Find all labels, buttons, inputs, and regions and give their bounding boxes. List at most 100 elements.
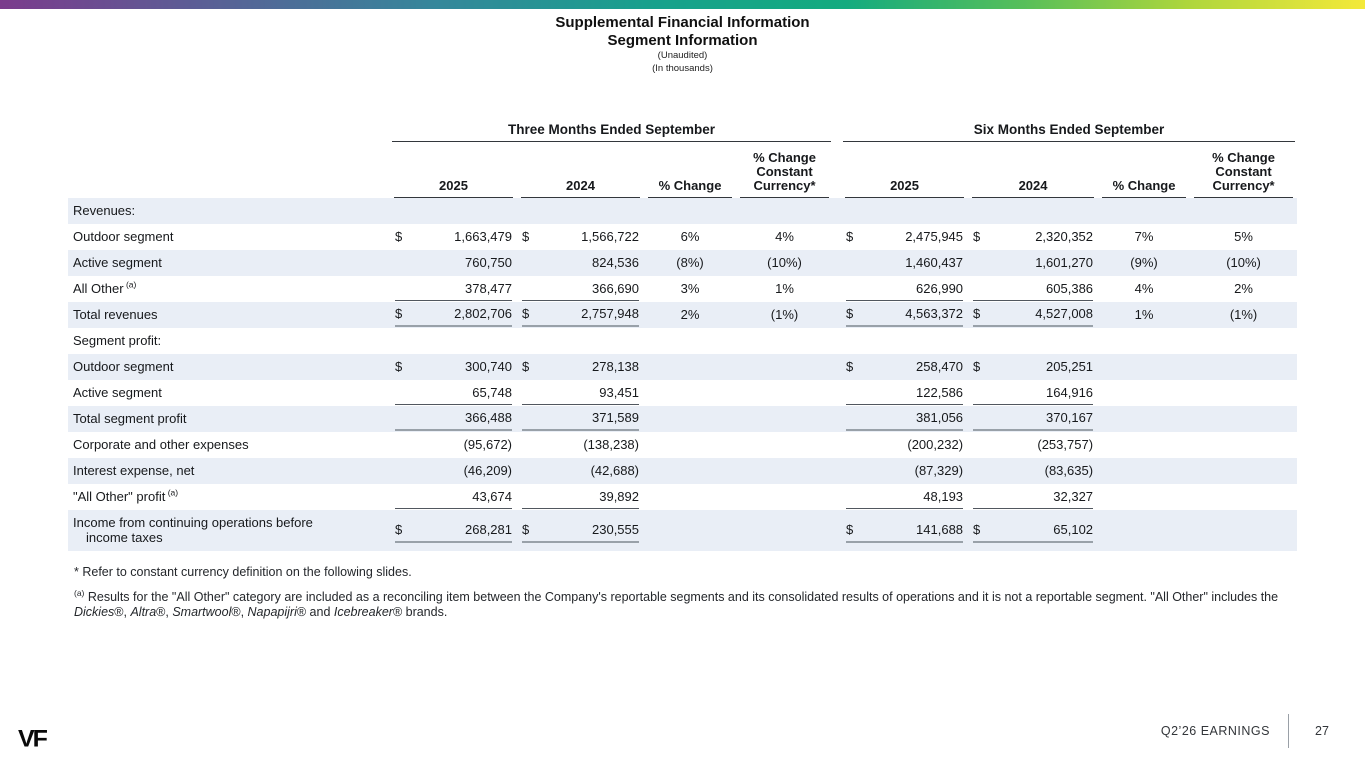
all-other-footnote: (a) Results for the "All Other" category… (74, 588, 1279, 620)
amount-cell: $65,102 (968, 509, 1099, 551)
table-row: Corporate and other expenses (95,672) (138… (68, 432, 1297, 458)
percent-cell (1190, 328, 1297, 354)
group-gap (833, 457, 842, 484)
amount-cell: (46,209) (390, 457, 517, 484)
row-label: Total revenues (68, 301, 390, 328)
amount-cell: $230,555 (517, 509, 644, 551)
group-gap (833, 249, 842, 276)
table-row: Interest expense, net (46,209) (42,688) (87… (68, 457, 1298, 484)
page-title: Supplemental Financial Information (555, 14, 810, 31)
amount-cell: (95,672) (463, 437, 512, 453)
amount-cell: 93,451 (517, 380, 644, 406)
col-header-6mo-2025: 2025 (841, 142, 968, 198)
row-label: Total segment profit (68, 405, 390, 432)
percent-cell (1098, 457, 1191, 484)
percent-cell (1098, 353, 1191, 380)
percent-cell (736, 457, 834, 484)
group-gap (833, 484, 841, 510)
percent-cell: 5% (1234, 229, 1253, 245)
footer: VF Q2’26 EARNINGS 27 (0, 708, 1365, 768)
group-gap (833, 380, 841, 406)
group-gap (833, 116, 841, 142)
row-label: Outdoor segment (68, 353, 390, 380)
footer-right: Q2’26 EARNINGS 27 (1161, 714, 1337, 748)
amount-cell (968, 328, 1098, 354)
group-gap (833, 197, 842, 224)
row-label: Corporate and other expenses (73, 437, 249, 453)
group-gap (833, 405, 842, 432)
percent-cell (1190, 432, 1297, 458)
amount-cell: (83,635) (968, 457, 1099, 484)
unaudited-note: (Unaudited) (657, 50, 708, 61)
percent-cell: 3% (680, 281, 700, 297)
group-header-six-months: Six Months Ended September (841, 116, 1297, 142)
group-gap (833, 353, 842, 380)
percent-cell (1098, 197, 1191, 224)
percent-cell: (8%) (644, 249, 736, 276)
percent-cell: 2% (1234, 281, 1253, 297)
percent-cell (1190, 197, 1298, 224)
amount-cell (968, 197, 1099, 224)
percent-cell (1190, 405, 1298, 432)
amount-cell: $2,757,948 (517, 301, 644, 328)
segment-information-table: Three Months Ended September Six Months … (68, 116, 1298, 551)
col-header-3mo-2025: 2025 (390, 142, 517, 198)
amount-cell (517, 328, 644, 354)
percent-cell (1098, 484, 1190, 510)
amount-cell: $4,527,008 (968, 301, 1099, 328)
amount-cell (390, 197, 517, 224)
row-label: Income from continuing operations before… (68, 509, 390, 551)
percent-cell: 2% (644, 301, 736, 328)
table-column-header-row: 2025 2024 % Change % Change Constant Cur… (68, 142, 1297, 198)
percent-cell (1190, 484, 1297, 510)
amount-cell: 371,589 (517, 405, 644, 432)
amount-cell: $2,475,945 (846, 229, 964, 245)
col-header-3mo-pct-change: % Change (644, 142, 736, 198)
table-row: Total revenues $2,802,706 $2,757,948 2% (1%)… (68, 301, 1298, 328)
amount-cell: 760,750 (390, 249, 517, 276)
table-row: "All Other" profit (a) 43,674 39,892 48,193… (68, 484, 1297, 510)
vf-logo: VF (18, 725, 48, 753)
percent-cell: (10%) (1190, 249, 1298, 276)
percent-cell (1190, 353, 1298, 380)
amount-cell: (42,688) (517, 457, 644, 484)
amount-cell: $268,281 (390, 509, 517, 551)
amount-cell: $258,470 (841, 353, 969, 380)
percent-cell: (10%) (736, 249, 834, 276)
amount-cell: $278,138 (517, 353, 644, 380)
amount-cell (390, 328, 517, 354)
percent-cell (1098, 328, 1190, 354)
row-label: Active segment (73, 385, 162, 401)
amount-cell: $2,802,706 (390, 301, 517, 328)
percent-cell: (1%) (1190, 301, 1298, 328)
group-gap (833, 301, 842, 328)
amount-cell: 378,477 (390, 276, 517, 302)
amount-cell: $1,566,722 (522, 229, 639, 245)
table-group-header-row: Three Months Ended September Six Months … (68, 116, 1297, 142)
percent-cell (644, 197, 736, 224)
row-label: Outdoor segment (73, 229, 174, 245)
amount-cell: $2,320,352 (973, 229, 1094, 245)
row-label: Segment profit: (73, 333, 162, 349)
earnings-label: Q2’26 EARNINGS (1160, 724, 1270, 738)
table-body: Revenues: Outdoor segment $1,663,479 $1,566… (68, 197, 1298, 551)
percent-cell: (9%) (1098, 249, 1191, 276)
percent-cell (644, 432, 736, 458)
percent-cell (1098, 509, 1191, 551)
group-gap (833, 509, 842, 551)
col-header-3mo-cc: % Change Constant Currency* (736, 142, 833, 198)
amount-cell: 366,690 (517, 276, 644, 302)
table-row: Active segment 760,750 824,536 (8%) (10%) 1,4… (68, 249, 1298, 276)
amount-cell: 824,536 (517, 249, 644, 276)
amount-cell: 48,193 (841, 484, 968, 510)
amount-cell: 366,488 (390, 405, 517, 432)
col-header-6mo-cc: % Change Constant Currency* (1190, 142, 1297, 198)
amount-cell: 1,460,437 (841, 249, 969, 276)
amount-cell: 164,916 (968, 380, 1098, 406)
table-row: Total segment profit 366,488 371,589 381,05… (68, 405, 1298, 432)
row-label: Active segment (68, 249, 390, 276)
percent-cell (1098, 405, 1191, 432)
page-number: 27 (1315, 724, 1329, 738)
percent-cell (644, 353, 736, 380)
percent-cell (736, 353, 834, 380)
